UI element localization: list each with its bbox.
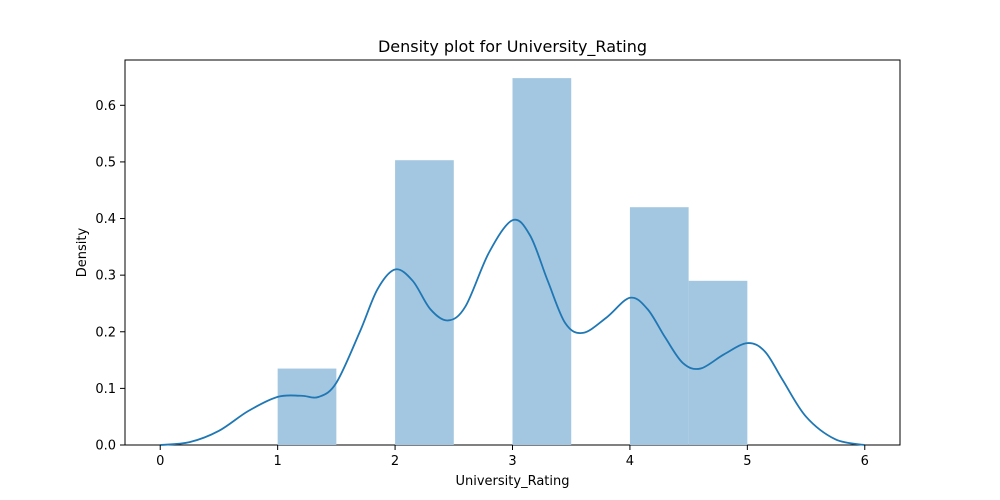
x-tick-label: 5: [743, 454, 751, 469]
y-tick-label: 0.5: [95, 155, 116, 170]
histogram-bar: [395, 160, 454, 445]
x-tick-label: 6: [861, 454, 869, 469]
histogram-bar: [277, 368, 337, 445]
y-tick-label: 0.0: [95, 439, 116, 454]
y-axis-ticks: 0.0 0.1 0.2 0.3 0.4 0.5 0.6: [95, 99, 125, 454]
x-axis-label: University_Rating: [456, 474, 570, 489]
histogram-bar: [688, 280, 748, 445]
y-tick-label: 0.2: [95, 325, 116, 340]
x-tick-label: 4: [626, 454, 634, 469]
x-tick-label: 0: [156, 454, 164, 469]
y-tick-label: 0.4: [95, 212, 116, 227]
histogram-bar: [512, 78, 572, 445]
y-tick-label: 0.6: [95, 99, 116, 114]
kde-curve: [160, 218, 865, 446]
x-tick-label: 3: [508, 454, 516, 469]
y-tick-label: 0.3: [95, 269, 116, 284]
x-tick-label: 1: [274, 454, 282, 469]
x-axis-ticks: 0 1 2 3 4 5 6: [156, 445, 869, 469]
chart-title: Density plot for University_Rating: [378, 37, 647, 57]
y-tick-label: 0.1: [95, 382, 116, 397]
x-tick-label: 2: [391, 454, 399, 469]
histogram-bars: [277, 78, 748, 445]
y-axis-label: Density: [75, 227, 90, 277]
